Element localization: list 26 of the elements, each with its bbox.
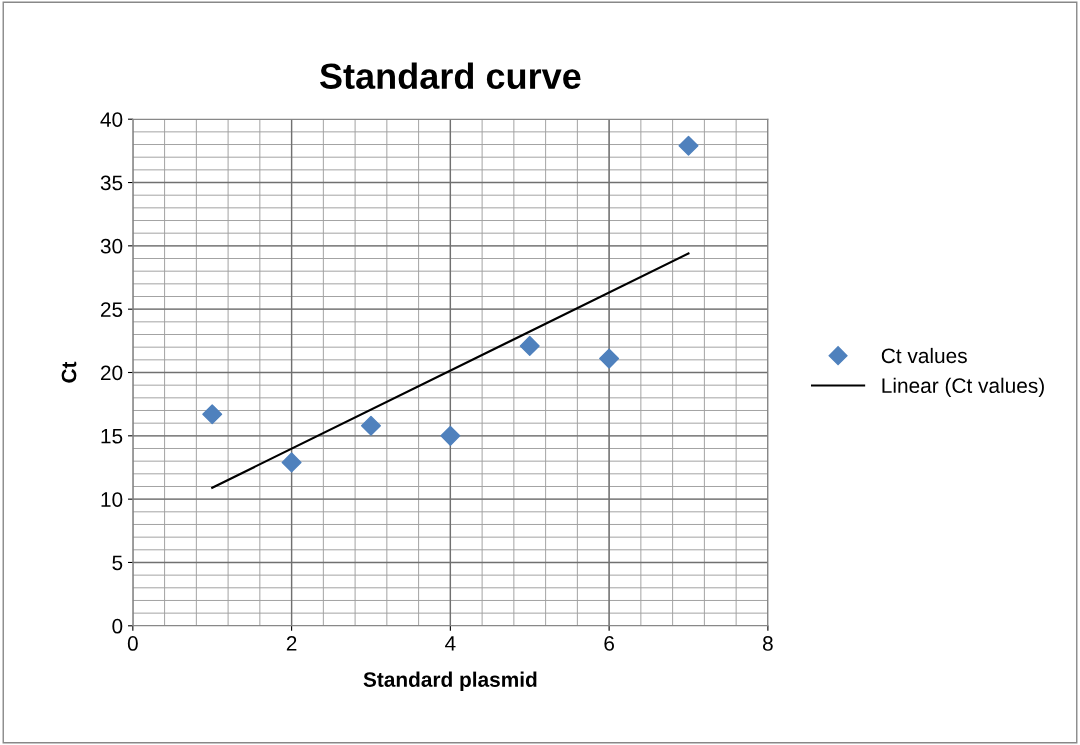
x-tick-label: 6 [604, 636, 614, 651]
y-tick-label: 20 [101, 365, 123, 381]
y-tick-label: 25 [101, 302, 123, 317]
point [678, 135, 699, 156]
point [202, 404, 223, 425]
point [360, 415, 381, 436]
y-tick-label: 30 [100, 238, 123, 254]
y-tick-label: 40 [100, 112, 123, 127]
point [599, 348, 620, 369]
point [519, 335, 540, 356]
x-axis-title: Standard plasmid [363, 671, 537, 692]
x-tick-label: 0 [127, 636, 138, 651]
point [281, 452, 302, 473]
y-axis-title: Ct [61, 361, 77, 383]
y-tick-label: 0 [112, 618, 123, 634]
x-tick-label: 4 [445, 636, 456, 651]
y-tick-label: 10 [101, 492, 123, 507]
chart-title: Standard curve [319, 62, 581, 89]
x-tick-label: 8 [762, 636, 773, 651]
y-tick-label: 5 [112, 555, 123, 571]
y-tick-label: 15 [101, 429, 123, 444]
legend-label: Ct values [881, 347, 967, 364]
point [440, 425, 461, 446]
legend-label: Linear (Ct values) [882, 377, 1044, 398]
y-tick-label: 35 [100, 175, 123, 191]
x-tick-label: 2 [286, 636, 297, 651]
